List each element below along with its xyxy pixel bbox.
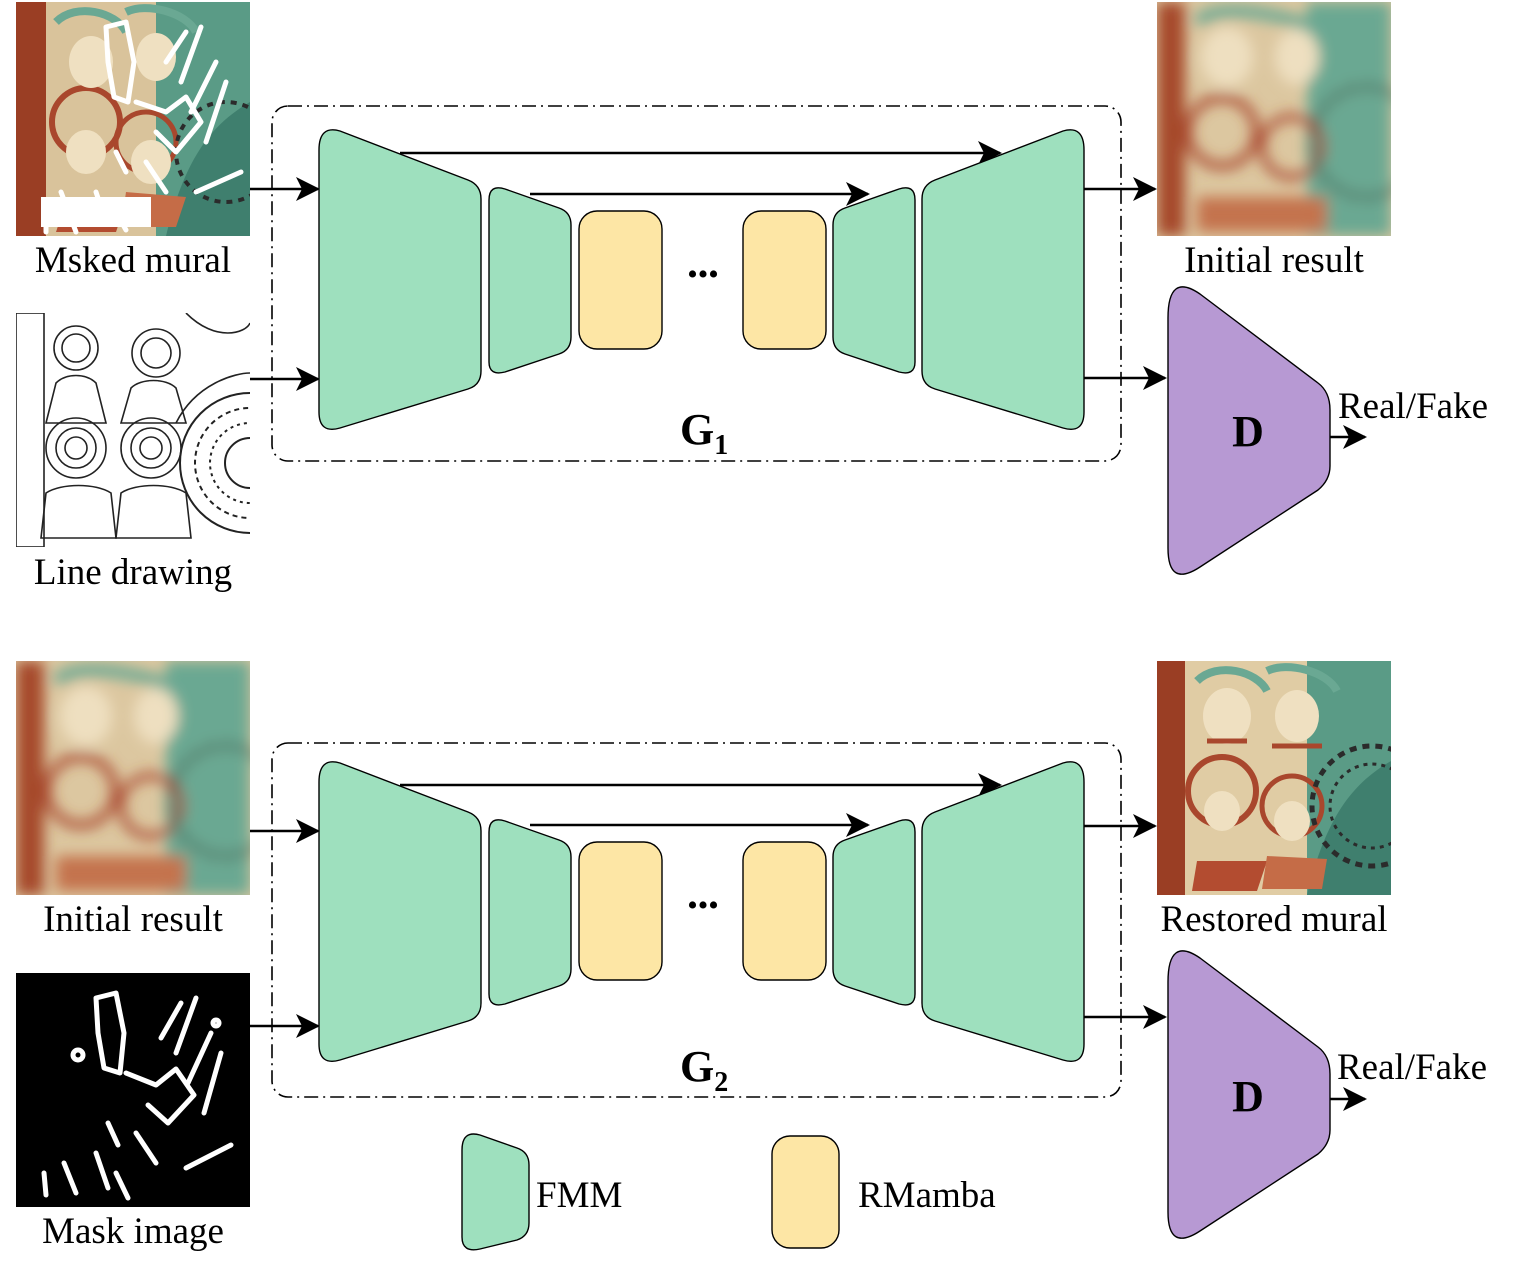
fmm-block-encoder-2: [488, 187, 572, 374]
rmamba-block-2: [742, 841, 827, 981]
rmamba-block-2: [742, 210, 827, 350]
stage1: Msked mural: [16, 2, 1488, 593]
fmm-block-decoder-1: [921, 129, 1085, 430]
restored-mural-label: Restored mural: [1160, 899, 1387, 940]
fmm-block-decoder-2: [832, 187, 916, 374]
discriminator-label: D: [1232, 407, 1264, 456]
masked-mural-label: Msked mural: [35, 240, 231, 281]
fmm-block-encoder-2: [488, 819, 572, 1006]
discriminator-block: [1167, 286, 1331, 575]
fmm-block-encoder-1: [318, 761, 482, 1062]
legend-rmamba-swatch: [771, 1135, 840, 1249]
generator-g1-boundary: [271, 105, 1122, 462]
mask-image: [16, 973, 250, 1207]
ellipsis: •••: [687, 258, 719, 291]
fmm-block-decoder-1: [921, 761, 1085, 1062]
legend-fmm-label: FMM: [536, 1175, 622, 1216]
masked-mural-image: [16, 2, 250, 236]
line-drawing-label: Line drawing: [34, 552, 232, 593]
fmm-block-decoder-2: [832, 819, 916, 1006]
legend: FMM RMamba: [461, 1133, 996, 1251]
real-fake-label: Real/Fake: [1337, 1047, 1487, 1088]
discriminator-block: [1167, 950, 1331, 1239]
stage2: Initial result Mask image: [16, 661, 1487, 1252]
initial-result-label: Initial result: [1184, 240, 1365, 281]
restored-mural-image: [1157, 661, 1391, 895]
ellipsis: •••: [687, 889, 719, 922]
discriminator-label: D: [1232, 1072, 1264, 1121]
line-drawing-image: [16, 313, 250, 547]
generator-g1-label: G1: [680, 405, 728, 461]
rmamba-block-1: [578, 210, 663, 350]
generator-g2-label: G2: [680, 1042, 728, 1098]
legend-rmamba-label: RMamba: [858, 1175, 996, 1216]
mask-image-label: Mask image: [42, 1211, 224, 1252]
real-fake-label: Real/Fake: [1338, 386, 1488, 427]
initial-result-input-image: [16, 661, 250, 895]
rmamba-block-1: [578, 841, 663, 981]
initial-result-input-label: Initial result: [43, 899, 224, 940]
fmm-block-encoder-1: [318, 129, 482, 430]
legend-fmm-swatch: [461, 1133, 530, 1251]
initial-result-image: [1157, 2, 1391, 236]
generator-g2-boundary: [271, 742, 1122, 1098]
